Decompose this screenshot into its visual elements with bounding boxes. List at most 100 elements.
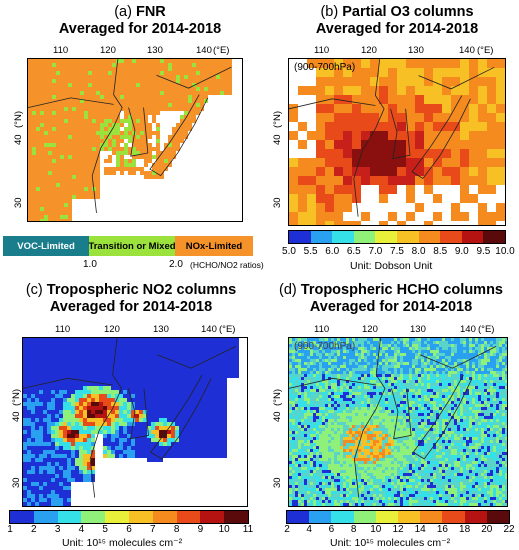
panel-d-map	[288, 337, 508, 507]
o3-tick-label: 9.5	[476, 246, 491, 257]
o3-swatch-5	[396, 231, 419, 243]
o3-unit: Unit: Dobson Unit	[350, 260, 433, 272]
panel-a-lon-130: 130	[147, 45, 163, 56]
fnr-transition: Transition or Mixed	[88, 236, 176, 256]
panel-d-lon-unit: (°E)	[478, 324, 495, 335]
panel-d-lat-unit: (°N)	[272, 389, 283, 406]
panel-b-title-line1: Partial O3 columns	[342, 4, 474, 20]
panel-b-lat-40: 40	[272, 134, 283, 145]
panel-c-lat-40: 40	[11, 411, 22, 422]
hcho-tick-label: 12	[392, 524, 404, 535]
panel-c-title: (c) Tropospheric NO2 columns Averaged fo…	[2, 282, 260, 316]
panel-d-title-line1: Tropospheric HCHO columns	[300, 282, 503, 298]
panel-a-lon-110: 110	[53, 45, 69, 56]
panel-b-map	[288, 58, 506, 226]
panel-b-lat-unit: (°N)	[272, 111, 283, 128]
no2-swatch-6	[152, 511, 177, 523]
o3-tick-label: 6.5	[346, 246, 361, 257]
o3-tick-label: 8.0	[411, 246, 426, 257]
hcho-tick-label: 2	[284, 524, 290, 535]
fnr-tick-2: 2.0	[169, 259, 183, 270]
panel-b-title: (b) Partial O3 columns Averaged for 2014…	[282, 4, 512, 38]
o3-swatch-9	[483, 231, 505, 243]
hcho-tick-label: 6	[328, 524, 335, 535]
hcho-tick-label: 8	[350, 524, 357, 535]
panel-d-lon-120: 120	[362, 324, 378, 335]
no2-swatch-3	[81, 511, 106, 523]
panel-a-title-line1: FNR	[135, 4, 166, 20]
panel-b-lon-110: 110	[314, 45, 330, 56]
hcho-tick-label: 14	[414, 524, 426, 535]
hcho-swatch-0	[287, 511, 310, 523]
o3-swatch-8	[461, 231, 484, 243]
hcho-tick-label: 16	[436, 524, 448, 535]
o3-tick-label: 9.0	[454, 246, 469, 257]
panel-c-map	[22, 337, 248, 507]
no2-tick-label: 2	[31, 524, 37, 535]
fnr-tick-1: 1.0	[83, 259, 97, 270]
hcho-tick-label: 20	[481, 524, 493, 535]
no2-swatch-4	[105, 511, 129, 523]
no2-tick-label: 11	[242, 524, 254, 535]
o3-tick-label: 6.0	[325, 246, 340, 257]
no2-swatch-1	[33, 511, 58, 523]
no2-tick-label: 5	[102, 524, 108, 535]
hcho-tick-label: 18	[459, 524, 471, 535]
no2-tick-label: 4	[78, 524, 85, 535]
panel-d-letter: (d)	[279, 282, 297, 298]
o3-swatch-6	[418, 231, 441, 243]
o3-swatch-1	[310, 231, 333, 243]
no2-swatch-7	[176, 511, 201, 523]
no2-tick-label: 3	[54, 524, 61, 535]
panel-b-lat-30: 30	[272, 197, 283, 208]
o3-tick-label: 10.0	[495, 246, 515, 257]
no2-swatch-8	[200, 511, 225, 523]
no2-swatch-0	[10, 511, 34, 523]
hcho-swatch-3	[353, 511, 376, 523]
no2-tick-label: 6	[126, 524, 132, 535]
o3-tick-label: 7.5	[390, 246, 404, 257]
o3-swatch-2	[332, 231, 354, 243]
o3-swatch-4	[375, 231, 397, 243]
panel-c-lon-130: 130	[153, 324, 169, 335]
o3-colorbar	[288, 230, 506, 244]
o3-swatch-3	[353, 231, 376, 243]
panel-b-lon-unit: (°E)	[477, 45, 494, 56]
panel-a-lat-30: 30	[13, 197, 24, 208]
no2-tick-label: 9	[197, 524, 204, 535]
panel-b-lon-130: 130	[408, 45, 424, 56]
panel-d-title-line2: Averaged for 2014-2018	[309, 299, 473, 315]
panel-a-map	[27, 58, 243, 222]
panel-c-title-line2: Averaged for 2014-2018	[49, 299, 213, 315]
panel-d-lat-40: 40	[272, 411, 283, 422]
o3-swatch-7	[440, 231, 462, 243]
hcho-unit: Unit: 10¹⁵ molecules cm⁻²	[330, 537, 451, 549]
o3-tick-label: 5.0	[282, 246, 296, 257]
panel-c-lat-unit: (°N)	[11, 389, 22, 406]
hcho-swatch-7	[442, 511, 465, 523]
o3-tick-label: 7.0	[368, 246, 383, 257]
no2-swatch-2	[57, 511, 82, 523]
hcho-tick-label: 10	[370, 524, 382, 535]
panel-d-pressure-label: (900-700hPa)	[294, 341, 356, 352]
hcho-swatch-5	[398, 511, 421, 523]
fnr-voc-limited: VOC-Limited	[3, 236, 89, 256]
panel-d-lon-140: 140	[460, 324, 476, 335]
no2-swatch-5	[128, 511, 153, 523]
fnr-nox-limited: NOx-Limited	[175, 236, 253, 256]
o3-tick-label: 8.5	[433, 246, 448, 257]
panel-b-pressure-label: (900-700hPa)	[294, 62, 356, 73]
panel-b-lon-140: 140	[459, 45, 475, 56]
hcho-tick-label: 4	[306, 524, 312, 535]
panel-a-lon-120: 120	[100, 45, 116, 56]
panel-a-lat-40: 40	[13, 134, 24, 145]
panel-b-title-line2: Averaged for 2014-2018	[315, 21, 479, 37]
panel-c-lon-110: 110	[55, 324, 71, 335]
hcho-swatch-1	[309, 511, 332, 523]
hcho-swatch-2	[331, 511, 354, 523]
no2-swatch-9	[224, 511, 248, 523]
panel-d-lat-30: 30	[272, 477, 283, 488]
hcho-colorbar	[286, 510, 510, 524]
no2-colorbar	[9, 510, 249, 524]
panel-a-letter: (a)	[114, 4, 132, 20]
